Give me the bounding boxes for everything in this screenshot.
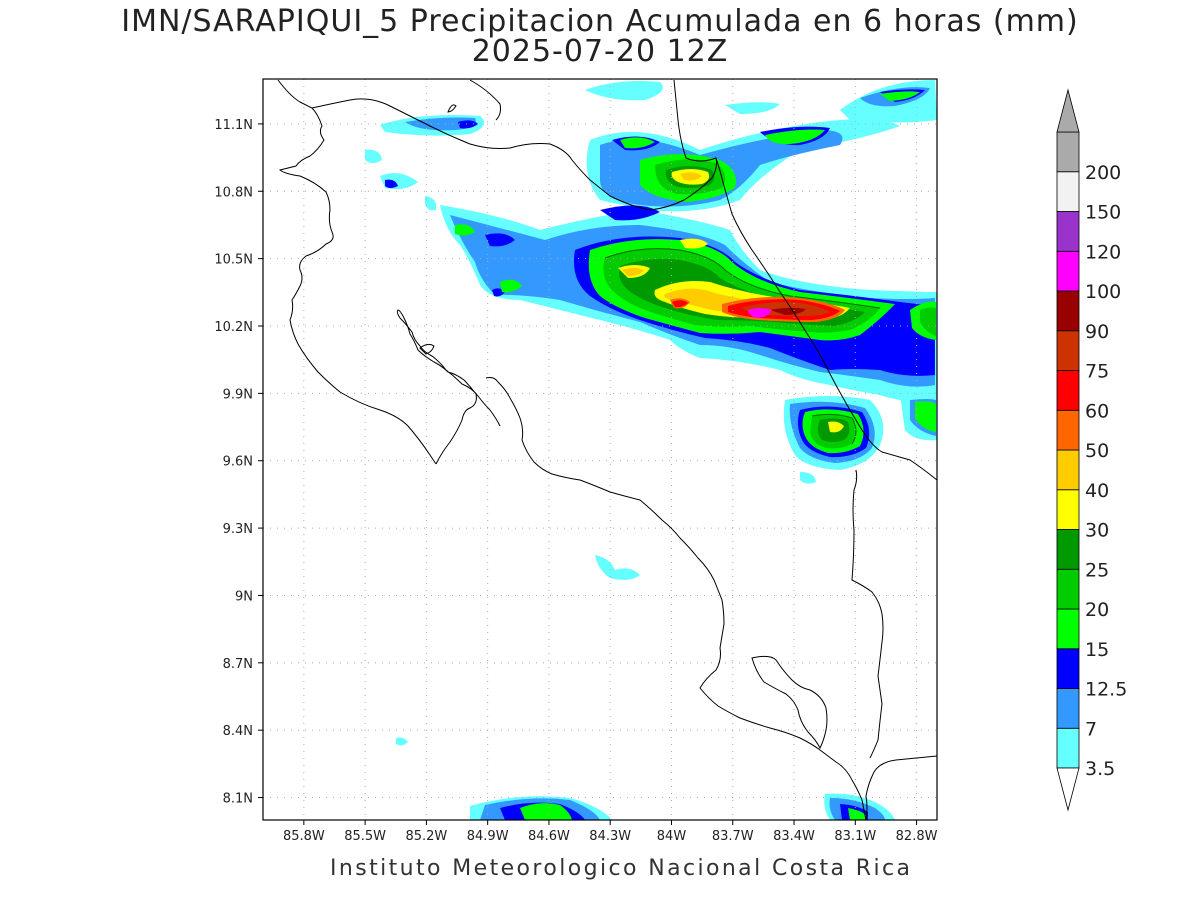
colorbar: 3.5 7 12.5 15 20 25 30 40 50 60 75 90 100 120 150 200 (1056, 88, 1127, 812)
lat-tick-label: 10.8N (214, 185, 253, 200)
colorbar-segment (1056, 211, 1080, 252)
lat-tick-label: 8.1N (223, 792, 253, 807)
colorbar-segment (1056, 727, 1080, 769)
colorbar-segment (1056, 688, 1080, 729)
colorbar-segment (1056, 608, 1080, 650)
latitude-axis: 11.1N 10.8N 10.5N 10.2N 9.9N 9.6N 9.3N 9N 8.7N 8.… (214, 118, 263, 807)
lat-tick-label: 8.4N (223, 724, 253, 739)
map-subtitle: 2025-07-20 12Z (471, 34, 729, 69)
lat-tick-label: 11.1N (214, 118, 253, 133)
graticule (263, 79, 937, 820)
colorbar-label: 200 (1085, 162, 1121, 184)
colorbar-segment (1056, 409, 1080, 451)
colorbar-label: 3.5 (1085, 758, 1115, 780)
lat-tick-label: 9N (235, 589, 253, 604)
colorbar-label: 50 (1085, 440, 1109, 462)
lon-tick-label: 84W (657, 829, 687, 844)
longitude-axis: 85.8W 85.5W 85.2W 84.9W 84.6W 84.3W 84W 83.7W 83… (283, 820, 938, 844)
institution-credit: Instituto Meteorologico Nacional Costa R… (330, 856, 913, 881)
lon-tick-label: 83.7W (712, 829, 754, 844)
lon-tick-label: 85.5W (344, 829, 386, 844)
colorbar-extend-min (1056, 767, 1080, 812)
colorbar-extend-max (1056, 88, 1080, 133)
lat-tick-label: 9.9N (223, 387, 253, 402)
colorbar-label: 30 (1085, 520, 1109, 542)
colorbar-segment (1056, 449, 1080, 491)
lat-tick-label: 10.5N (214, 253, 253, 268)
map-title: IMN/SARAPIQUI_5 Precipitacion Acumulada … (121, 4, 1079, 39)
lat-tick-label: 9.3N (223, 522, 253, 537)
colorbar-label: 12.5 (1085, 679, 1127, 701)
lat-tick-label: 8.7N (223, 657, 253, 672)
colorbar-label: 40 (1085, 480, 1109, 502)
colorbar-segment (1056, 171, 1080, 212)
colorbar-segment (1056, 330, 1080, 371)
colorbar-segment (1056, 568, 1080, 610)
colorbar-segment (1056, 131, 1080, 173)
colorbar-label: 90 (1085, 321, 1109, 343)
plot-frame (262, 78, 938, 821)
colorbar-label: 20 (1085, 599, 1109, 621)
lon-tick-label: 84.6W (528, 829, 570, 844)
lon-tick-label: 84.3W (589, 829, 631, 844)
colorbar-label: 60 (1085, 400, 1109, 422)
colorbar-segment (1056, 250, 1080, 292)
lat-tick-label: 9.6N (223, 455, 253, 470)
colorbar-label: 150 (1085, 202, 1121, 224)
colorbar-label: 75 (1085, 361, 1109, 383)
colorbar-segment (1056, 290, 1080, 332)
coastline (277, 79, 937, 820)
lon-tick-label: 82.8W (896, 829, 938, 844)
colorbar-label: 15 (1085, 639, 1109, 661)
lon-tick-label: 85.8W (283, 829, 325, 844)
lon-tick-label: 84.9W (467, 829, 509, 844)
colorbar-label: 100 (1085, 281, 1121, 303)
colorbar-segment (1056, 489, 1080, 530)
colorbar-label: 7 (1085, 718, 1097, 740)
colorbar-segment (1056, 529, 1080, 570)
colorbar-segment (1056, 648, 1080, 689)
lon-tick-label: 83.4W (773, 829, 815, 844)
lon-tick-label: 83.1W (834, 829, 876, 844)
colorbar-segment (1056, 370, 1080, 411)
lat-tick-label: 10.2N (214, 320, 253, 335)
colorbar-label: 25 (1085, 559, 1109, 581)
lon-tick-label: 85.2W (405, 829, 447, 844)
colorbar-label: 120 (1085, 241, 1121, 263)
